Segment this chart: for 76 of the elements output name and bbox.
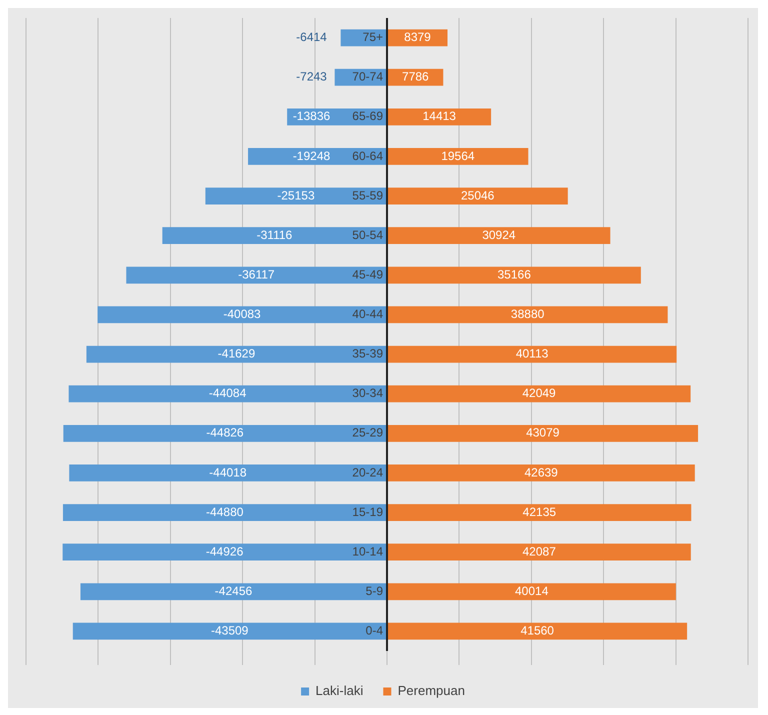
- bar: [388, 108, 492, 126]
- y-tick-label: 0-4: [366, 624, 384, 638]
- data-label: -44826: [206, 426, 244, 440]
- data-label: -42456: [214, 584, 252, 598]
- data-label: 42135: [522, 504, 556, 519]
- data-label: 41560: [520, 624, 554, 638]
- bar: [86, 346, 386, 363]
- data-label: 8379: [404, 30, 432, 44]
- bar: [80, 583, 386, 600]
- bar: [62, 504, 386, 521]
- bar: [68, 385, 386, 402]
- data-label: -43509: [210, 624, 249, 638]
- data-label: -41629: [218, 346, 256, 361]
- bar: [388, 464, 695, 482]
- bar: [388, 425, 698, 442]
- bar: [388, 346, 677, 363]
- bar: [62, 544, 386, 560]
- bar: [98, 306, 386, 324]
- y-tick-label: 35-39: [352, 346, 384, 361]
- y-tick-label: 65-69: [352, 109, 384, 124]
- y-tick-label: 25-29: [352, 426, 384, 440]
- bar: [388, 188, 568, 204]
- legend-label: Perempuan: [398, 683, 465, 698]
- y-tick-label: 30-34: [352, 386, 384, 400]
- y-tick-label: 5-9: [366, 584, 384, 598]
- y-tick-label: 40-44: [352, 307, 384, 322]
- data-label: 14413: [422, 109, 456, 124]
- data-label: 7786: [402, 70, 430, 84]
- data-label: 42087: [522, 544, 556, 558]
- data-label: -6414: [296, 30, 328, 44]
- data-label: 38880: [510, 307, 545, 322]
- bar: [388, 266, 641, 284]
- legend-label: Laki-laki: [316, 683, 364, 698]
- bar: [388, 504, 692, 521]
- data-label: -40083: [223, 307, 262, 322]
- bar: [388, 385, 691, 402]
- bar: [126, 266, 386, 284]
- bar: [162, 227, 386, 244]
- bar: [388, 622, 688, 640]
- data-label: -31116: [256, 228, 293, 242]
- y-tick-label: 10-14: [352, 544, 384, 558]
- data-label: -7243: [296, 70, 328, 84]
- y-tick-label: 60-64: [352, 148, 384, 163]
- y-tick-label: 20-24: [352, 465, 384, 480]
- bar: [388, 148, 528, 165]
- y-tick-label: 45-49: [352, 267, 384, 282]
- bar: [388, 583, 676, 600]
- data-label: 42639: [524, 465, 558, 480]
- data-label: -19248: [292, 148, 331, 163]
- data-label: 35166: [498, 267, 532, 282]
- data-label: -44084: [208, 386, 247, 400]
- y-tick-label: 70-74: [352, 70, 384, 84]
- y-tick-label: 55-59: [352, 188, 384, 202]
- data-label: 40113: [516, 346, 549, 361]
- y-tick-label: 15-19: [352, 504, 384, 519]
- data-label: -44926: [206, 544, 244, 558]
- bar: [72, 622, 386, 640]
- data-label: -44880: [206, 504, 244, 519]
- bar: [63, 425, 386, 442]
- data-label: -25153: [277, 188, 315, 202]
- data-label: 40014: [515, 584, 549, 598]
- y-tick-label: 75+: [362, 30, 383, 44]
- bar: [388, 227, 610, 244]
- data-label: 25046: [460, 188, 495, 202]
- bar: [69, 464, 386, 482]
- data-label: -36117: [238, 267, 275, 282]
- data-label: 19564: [441, 148, 475, 163]
- data-label: 43079: [526, 426, 560, 440]
- data-label: -13836: [292, 109, 331, 124]
- data-label: 30924: [482, 228, 516, 242]
- y-tick-label: 50-54: [352, 228, 384, 242]
- bar: [388, 306, 668, 324]
- data-label: 42049: [522, 386, 556, 400]
- bar: [388, 544, 691, 560]
- data-label: -44018: [209, 465, 247, 480]
- bar: [205, 188, 386, 204]
